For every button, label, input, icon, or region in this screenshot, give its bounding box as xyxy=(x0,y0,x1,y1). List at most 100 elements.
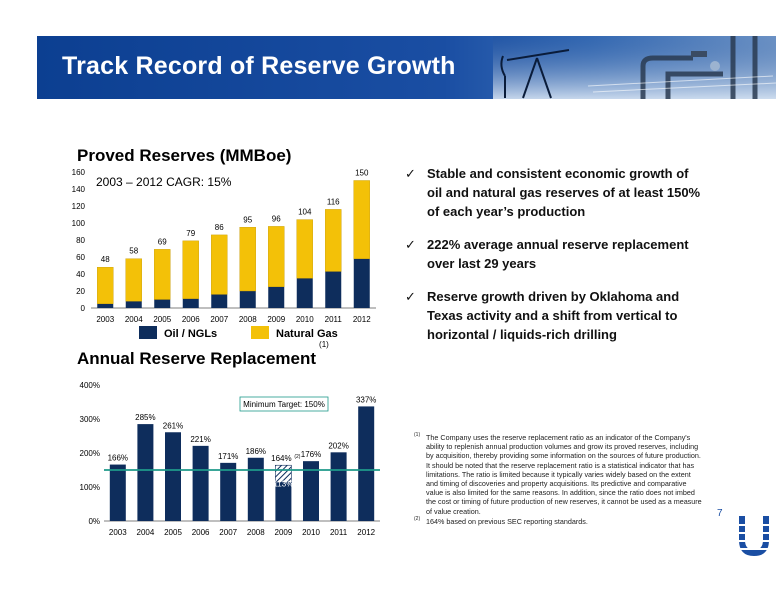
x-tick-label: 2012 xyxy=(353,315,371,324)
oil-bar xyxy=(154,299,171,308)
bullet-text: Stable and consistent economic growth of… xyxy=(427,166,701,219)
gas-bar xyxy=(239,227,256,292)
y-tick-label: 160 xyxy=(72,168,86,177)
replacement-bar xyxy=(330,452,347,521)
x-tick-label: 2008 xyxy=(239,315,257,324)
x-tick-label: 2009 xyxy=(267,315,285,324)
x-tick-label: 2009 xyxy=(275,528,293,537)
y-tick-label: 100 xyxy=(72,219,86,228)
x-tick-label: 2004 xyxy=(125,315,143,324)
x-tick-label: 2004 xyxy=(137,528,155,537)
oil-bar xyxy=(353,258,370,308)
x-tick-label: 2010 xyxy=(296,315,314,324)
legend-swatch-gas xyxy=(251,326,269,339)
total-label: 95 xyxy=(243,215,252,224)
x-tick-label: 2006 xyxy=(192,528,210,537)
check-icon: ✓ xyxy=(405,289,416,304)
gas-bar xyxy=(353,180,370,259)
bullet-item: ✓ Stable and consistent economic growth … xyxy=(405,164,705,221)
annual-replacement-title: Annual Reserve Replacement(1) xyxy=(77,340,329,369)
gas-bar xyxy=(154,249,171,300)
total-label: 69 xyxy=(158,237,167,246)
annual-bars: 166% 2003 285% 2004 261% 2005 221% 2006 171% 2007… xyxy=(108,395,377,537)
replacement-bar xyxy=(358,406,375,521)
footnote-1: (1) The Company uses the reserve replace… xyxy=(414,432,704,516)
oil-bar xyxy=(125,301,142,308)
replacement-bar xyxy=(303,461,319,521)
oil-bar xyxy=(97,303,114,308)
gas-bar xyxy=(182,240,199,299)
y-tick-label: 20 xyxy=(76,287,85,296)
total-label: 96 xyxy=(272,214,281,223)
footnote-2: (2) 164% based on previous SEC reporting… xyxy=(414,516,704,526)
replacement-bar xyxy=(109,464,126,521)
hatched-value-label: 113% xyxy=(273,480,293,489)
value-label: 221% xyxy=(190,435,210,444)
x-tick-label: 2003 xyxy=(96,315,114,324)
page-title: Track Record of Reserve Growth xyxy=(62,52,456,80)
y-tick-label: 80 xyxy=(76,236,85,245)
x-tick-label: 2011 xyxy=(325,315,343,324)
gas-bar xyxy=(211,234,228,295)
y-tick-label: 300% xyxy=(80,415,100,424)
value-label: 166% xyxy=(108,454,128,463)
oil-bar xyxy=(296,278,313,308)
y-tick-label: 200% xyxy=(80,449,100,458)
proved-reserves-title: Proved Reserves (MMBoe) xyxy=(77,146,292,165)
y-tick-label: 0% xyxy=(88,517,100,526)
bullet-item: ✓ Reserve growth driven by Oklahoma and … xyxy=(405,287,705,344)
value-label: 202% xyxy=(328,441,348,450)
x-tick-label: 2007 xyxy=(210,315,228,324)
footnote-text: The Company uses the reserve replacement… xyxy=(426,433,702,516)
value-label: 186% xyxy=(246,447,266,456)
gas-bar xyxy=(125,258,142,302)
check-icon: ✓ xyxy=(405,237,416,252)
y-tick-label: 140 xyxy=(72,185,86,194)
proved-legend: Oil / NGLs Natural Gas xyxy=(139,326,338,340)
proved-reserves-chart: 0 20 40 60 80 100 120 140 160 48 2003 58 2004 69 2005… xyxy=(72,168,376,340)
x-tick-label: 2003 xyxy=(109,528,127,537)
y-tick-label: 400% xyxy=(80,381,100,390)
oil-bar xyxy=(268,286,285,308)
bullet-text: Reserve growth driven by Oklahoma and Te… xyxy=(427,289,680,342)
oilfield-photo xyxy=(493,36,776,99)
x-tick-label: 2007 xyxy=(219,528,237,537)
oil-bar xyxy=(239,291,256,308)
x-tick-label: 2008 xyxy=(247,528,265,537)
page-number: 7 xyxy=(717,508,723,519)
x-tick-label: 2005 xyxy=(164,528,182,537)
legend-label-oil: Oil / NGLs xyxy=(164,328,217,340)
oil-bar xyxy=(182,298,199,308)
footnote-marker: (1) xyxy=(414,432,421,438)
y-tick-label: 100% xyxy=(80,483,100,492)
gas-bar xyxy=(325,209,342,272)
bullet-item: ✓ 222% average annual reserve replacemen… xyxy=(405,235,705,273)
replacement-bar xyxy=(137,424,154,521)
proved-subtitle: 2003 – 2012 CAGR: 15% xyxy=(96,175,232,189)
value-label: 337% xyxy=(356,395,376,404)
total-label: 116 xyxy=(327,197,340,206)
y-tick-label: 0 xyxy=(81,304,86,313)
y-tick-label: 60 xyxy=(76,253,85,262)
x-tick-label: 2010 xyxy=(302,528,320,537)
check-icon: ✓ xyxy=(405,166,416,181)
bullet-list: ✓ Stable and consistent economic growth … xyxy=(405,164,705,358)
oil-bar xyxy=(325,271,342,308)
replacement-bar xyxy=(247,457,264,521)
value-label: 176% xyxy=(301,450,321,459)
value-label: 164% xyxy=(271,454,291,463)
total-label: 58 xyxy=(129,247,138,256)
y-tick-label: 40 xyxy=(76,270,85,279)
target-label: Minimum Target: 150% xyxy=(243,400,325,409)
x-tick-label: 2006 xyxy=(182,315,200,324)
total-label: 48 xyxy=(101,255,110,264)
legend-label-gas: Natural Gas xyxy=(276,328,338,340)
value-label: 285% xyxy=(135,413,155,422)
total-label: 150 xyxy=(355,169,369,178)
footnote-marker: (2) xyxy=(414,516,421,522)
x-tick-label: 2005 xyxy=(153,315,171,324)
gas-bar xyxy=(296,219,313,279)
x-tick-label: 2011 xyxy=(330,528,348,537)
value-label: 261% xyxy=(163,421,183,430)
replacement-bar xyxy=(275,482,292,521)
